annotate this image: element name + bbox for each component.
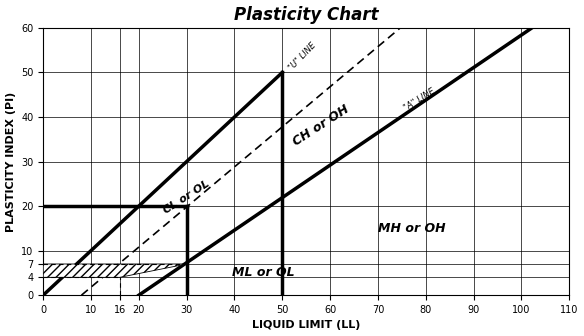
Text: CL or OL: CL or OL (162, 179, 211, 216)
Title: Plasticity Chart: Plasticity Chart (234, 6, 378, 24)
Text: MH or OH: MH or OH (378, 222, 445, 235)
Polygon shape (43, 264, 187, 277)
Text: CH or OH: CH or OH (290, 103, 351, 149)
Text: CL-ML: CL-ML (90, 266, 121, 275)
Y-axis label: PLASTICITY INDEX (PI): PLASTICITY INDEX (PI) (6, 91, 16, 232)
Text: "U" LINE: "U" LINE (287, 41, 318, 73)
Text: "A" LINE: "A" LINE (402, 86, 436, 113)
Text: ML or OL: ML or OL (232, 265, 294, 279)
X-axis label: LIQUID LIMIT (LL): LIQUID LIMIT (LL) (252, 321, 360, 330)
